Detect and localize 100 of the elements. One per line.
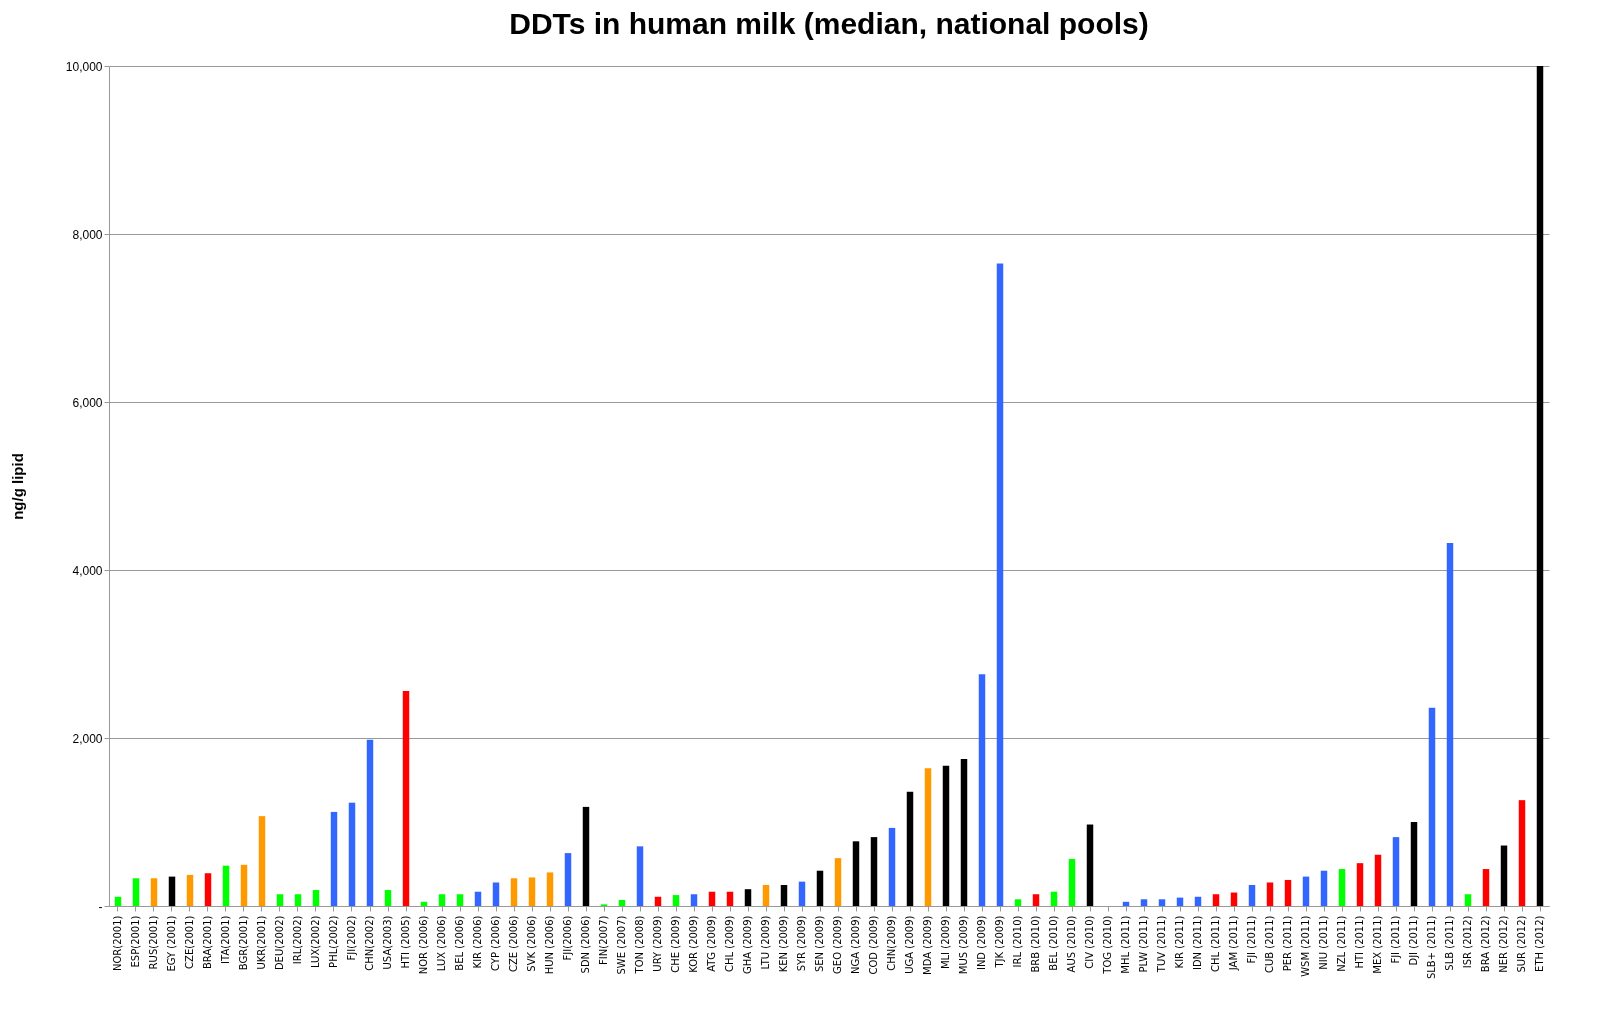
bar — [1446, 543, 1454, 906]
x-tick-label: URY (2009) — [652, 915, 663, 972]
bar — [762, 885, 770, 906]
x-tick-label: BRB (2010) — [1030, 915, 1041, 973]
bar — [942, 765, 950, 906]
x-tick-label: NOR (2006) — [418, 915, 429, 975]
x-tick-label: LUX (2006) — [436, 915, 447, 972]
x-tick-label: KIR (2011) — [1174, 915, 1185, 969]
bar — [1230, 892, 1238, 906]
bar — [384, 890, 392, 906]
x-tick-label: ATG (2009) — [706, 915, 717, 972]
x-tick-label: NOR(2001) — [112, 915, 123, 972]
x-tick-label: EGY (2001) — [166, 915, 177, 972]
bar — [492, 882, 500, 906]
y-tick-label: 8,000 — [72, 227, 103, 242]
x-tick-label: RUS(2001) — [148, 915, 159, 970]
x-tick-label: FJI(2006) — [562, 915, 573, 961]
bar — [780, 885, 788, 906]
x-tick-label: CHE (2009) — [670, 915, 681, 973]
x-tick-label: ISR (2012) — [1462, 915, 1473, 969]
x-tick-label: BGR(2001) — [238, 915, 249, 971]
bar — [1518, 800, 1526, 906]
bar — [204, 873, 212, 906]
bar — [834, 858, 842, 906]
bar — [438, 894, 446, 906]
bar — [474, 891, 482, 906]
bar — [456, 894, 464, 906]
x-tick-label: NER (2012) — [1498, 915, 1509, 973]
x-tick-label: PHL(2002) — [328, 915, 339, 968]
bar — [1248, 885, 1256, 906]
bar — [1284, 879, 1292, 906]
bar — [150, 878, 158, 906]
x-tick-label: CHN(2002) — [364, 915, 375, 971]
bar — [402, 690, 410, 906]
x-tick-label: BRA (2012) — [1480, 915, 1491, 973]
x-tick-label: KIR (2006) — [472, 915, 483, 969]
bar — [906, 791, 914, 906]
bar — [924, 768, 932, 906]
x-tick-label: UKR(2001) — [256, 915, 267, 970]
bar — [1482, 869, 1490, 906]
x-tick-label: UGA (2009) — [904, 915, 915, 974]
y-tick-label: - — [98, 899, 103, 914]
bar — [1320, 870, 1328, 906]
x-tick-label: BEL (2010) — [1048, 915, 1059, 971]
bar — [1068, 858, 1076, 906]
x-tick-label: MEX (2011) — [1372, 915, 1383, 974]
x-tick-label: FJI (2011) — [1246, 915, 1257, 964]
bar — [978, 674, 986, 906]
bar — [240, 864, 248, 906]
x-tick-label: HTI (2005) — [400, 915, 411, 969]
x-tick-label: CZE (2006) — [508, 915, 519, 973]
y-tick-label: 10,000 — [65, 59, 103, 74]
bar — [996, 263, 1004, 906]
x-tick-label: IND (2009) — [976, 915, 987, 971]
bar — [672, 895, 680, 906]
bar — [312, 890, 320, 906]
bar — [222, 865, 230, 906]
x-tick-label: FIN(2007) — [598, 915, 609, 965]
x-tick-label: TOG (2010) — [1102, 915, 1113, 975]
x-tick-label: CZE(2001) — [184, 915, 195, 969]
x-tick-label: IRL (2010) — [1012, 915, 1023, 968]
x-tick-label: CUB (2011) — [1264, 915, 1275, 974]
x-tick-label: BEL (2006) — [454, 915, 465, 971]
x-tick-label: AUS (2010) — [1066, 915, 1077, 973]
bar — [960, 759, 968, 906]
bar — [1374, 854, 1382, 906]
x-tick-label: DJI (2011) — [1408, 915, 1419, 966]
x-tick-label: FJI(2002) — [346, 915, 357, 961]
bar — [636, 846, 644, 906]
x-tick-label: TON (2008) — [634, 915, 645, 975]
x-tick-label: MDA (2009) — [922, 915, 933, 975]
x-tick-label: HTI (2011) — [1354, 915, 1365, 969]
x-tick-label: SDN (2006) — [580, 915, 591, 974]
x-tick-label: SUR (2012) — [1516, 915, 1527, 973]
y-tick-label: 6,000 — [72, 395, 103, 410]
bar — [132, 878, 140, 906]
bar — [1428, 707, 1436, 906]
x-tick-label: ITA(2001) — [220, 915, 231, 964]
bar — [510, 878, 518, 906]
x-tick-label: HUN (2006) — [544, 915, 555, 975]
chart-title: DDTs in human milk (median, national pools) — [509, 7, 1149, 40]
x-tick-label: NGA (2009) — [850, 915, 861, 975]
bar — [1536, 66, 1544, 906]
bar — [582, 806, 590, 906]
x-tick-label: SLB (2011) — [1444, 915, 1455, 971]
bar — [798, 881, 806, 906]
x-tick-label: KEN (2009) — [778, 915, 789, 973]
x-tick-label: LTU (2009) — [760, 915, 771, 970]
bar — [546, 872, 554, 906]
x-tick-label: CIV (2010) — [1084, 915, 1095, 969]
x-tick-label: TJK (2009) — [994, 915, 1005, 969]
bar — [1032, 894, 1040, 906]
x-tick-label: BRA(2001) — [202, 915, 213, 969]
bar — [1212, 894, 1220, 906]
bar — [330, 811, 338, 906]
bar — [744, 889, 752, 906]
x-tick-label: WSM (2011) — [1300, 915, 1311, 977]
x-tick-label: DEU(2002) — [274, 915, 285, 971]
bar — [1140, 899, 1148, 906]
bar — [1392, 837, 1400, 906]
